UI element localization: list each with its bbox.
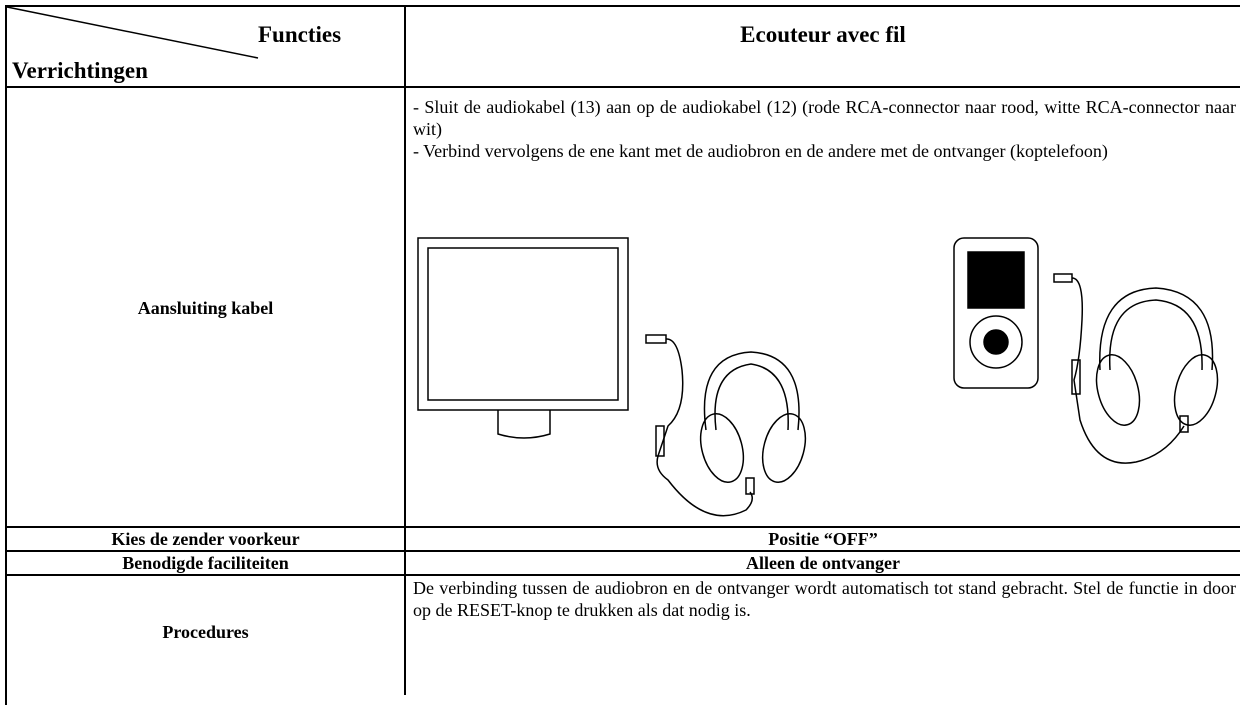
row-content: De verbinding tussen de audiobron en de … xyxy=(413,578,1236,620)
illustration xyxy=(417,237,1219,517)
corner-top: Functies xyxy=(258,22,342,47)
corner-diagonal xyxy=(6,6,259,59)
page: {"header": {"corner_top": "Functies", "c… xyxy=(5,5,1240,705)
table-border xyxy=(5,5,1240,705)
paragraph: - Verbind vervolgens de ene kant met de … xyxy=(413,141,1108,161)
row-content: Positie “OFF” xyxy=(768,529,878,549)
row-divider xyxy=(5,86,1240,88)
row-label: Kies de zender voorkeur xyxy=(111,529,300,549)
row-label: Procedures xyxy=(162,622,249,642)
row-divider xyxy=(5,550,1240,552)
row-label: Benodigde faciliteiten xyxy=(122,553,289,573)
row-content: Alleen de ontvanger xyxy=(746,553,900,573)
paragraph: - Sluit de audiokabel (13) aan op de aud… xyxy=(413,97,1236,139)
row-divider xyxy=(5,574,1240,576)
corner-bottom: Verrichtingen xyxy=(12,58,148,83)
row-content: - Sluit de audiokabel (13) aan op de aud… xyxy=(413,96,1236,162)
row-divider xyxy=(5,526,1240,528)
column-header: Ecouteur avec fil xyxy=(740,22,906,47)
row-label: Aansluiting kabel xyxy=(137,298,274,318)
column-divider xyxy=(404,5,406,695)
